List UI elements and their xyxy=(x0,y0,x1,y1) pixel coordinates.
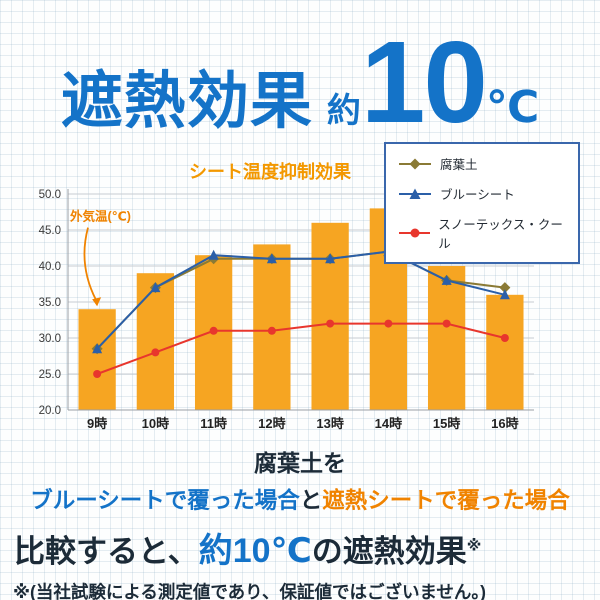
svg-text:10時: 10時 xyxy=(142,416,169,431)
svg-text:15時: 15時 xyxy=(433,416,460,431)
svg-text:50.0: 50.0 xyxy=(39,189,61,201)
caption-compare-prefix: 比較すると、 xyxy=(14,534,199,569)
svg-text:13時: 13時 xyxy=(316,416,343,431)
caption-heatshield-case: 遮熱シートで覆った場合 xyxy=(322,488,570,513)
svg-text:16時: 16時 xyxy=(491,416,518,431)
svg-text:11時: 11時 xyxy=(200,416,227,431)
circle-marker-icon xyxy=(399,228,431,238)
caption-bluesheet-case: ブルーシートで覆った場合 xyxy=(30,488,300,513)
svg-text:25.0: 25.0 xyxy=(39,369,61,381)
caption-line2: ブルーシートで覆った場合と遮熱シートで覆った場合 xyxy=(0,483,600,515)
chart-section: シート温度抑制効果 腐葉土 ブルーシート xyxy=(20,142,580,440)
page-header: 遮熱効果 約10℃ xyxy=(0,24,600,140)
caption-footnote: ※(当社試験による測定値であり、保証値ではございません。) xyxy=(13,582,486,600)
svg-text:40.0: 40.0 xyxy=(39,261,61,273)
svg-text:20.0: 20.0 xyxy=(39,405,61,417)
caption-compare-suffix: の遮熱効果 xyxy=(311,534,467,569)
caption-block: 腐葉土を ブルーシートで覆った場合と遮熱シートで覆った場合 比較すると、約10℃… xyxy=(0,444,600,600)
caption-note-mark: ※ xyxy=(466,537,482,555)
svg-text:9時: 9時 xyxy=(87,416,107,431)
caption-highlight: 約10℃ xyxy=(198,532,312,570)
svg-text:外気温(℃): 外気温(℃) xyxy=(69,209,131,224)
caption-line3: 比較すると、約10℃の遮熱効果※ xyxy=(0,523,600,572)
chart-legend: 腐葉土 ブルーシート スノーテックス・クール xyxy=(384,142,580,264)
header-approx-label: 約 xyxy=(326,92,361,130)
svg-text:35.0: 35.0 xyxy=(39,297,61,309)
header-value: 10 xyxy=(360,17,488,147)
chart-title: シート温度抑制効果 xyxy=(189,162,351,182)
caption-line1: 腐葉土を xyxy=(254,450,346,476)
svg-text:30.0: 30.0 xyxy=(39,333,61,345)
svg-text:45.0: 45.0 xyxy=(39,225,61,237)
diamond-marker-icon xyxy=(399,158,431,169)
legend-label-humus: 腐葉土 xyxy=(440,158,478,172)
header-title: 遮熱効果 xyxy=(60,67,313,136)
legend-item-humus: 腐葉土 xyxy=(398,154,568,173)
legend-item-bluesheet: ブルーシート xyxy=(398,184,568,203)
svg-text:14時: 14時 xyxy=(375,416,402,431)
legend-label-snowtex: スノーテックス・クール xyxy=(438,218,563,251)
header-unit: ℃ xyxy=(485,83,540,132)
caption-and: と xyxy=(299,488,323,513)
legend-label-bluesheet: ブルーシート xyxy=(440,188,515,202)
svg-text:12時: 12時 xyxy=(258,416,285,431)
triangle-marker-icon xyxy=(399,188,431,199)
legend-item-snowtex: スノーテックス・クール xyxy=(398,214,568,252)
